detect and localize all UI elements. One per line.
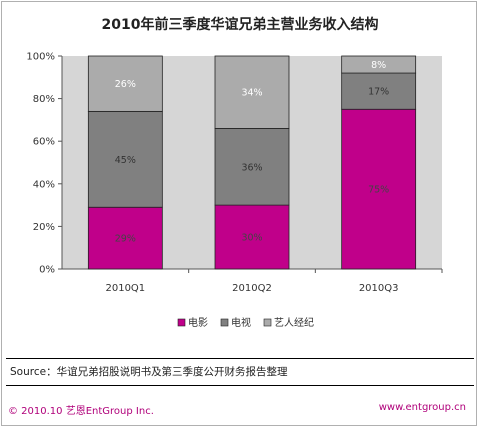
bar-segment xyxy=(214,55,290,129)
y-tick-label: 0% xyxy=(39,265,55,276)
bar-segment xyxy=(341,72,417,110)
data-label: 30% xyxy=(241,233,262,244)
legend-swatch xyxy=(220,318,229,327)
bar-segment xyxy=(214,128,290,206)
x-tick-label: 2010Q2 xyxy=(232,283,272,294)
bar-segment xyxy=(214,204,290,270)
legend-label: 电影 xyxy=(188,316,208,329)
data-label: 45% xyxy=(115,155,136,166)
data-label: 36% xyxy=(241,162,262,173)
y-tick-label: 80% xyxy=(33,94,55,105)
y-tick-label: 60% xyxy=(33,137,55,148)
legend-swatch xyxy=(177,318,186,327)
chart-title: 2010年前三季度华谊兄弟主营业务收入结构 xyxy=(101,17,379,33)
data-label: 8% xyxy=(371,60,386,71)
bar-segment xyxy=(87,55,163,112)
y-tick-label: 40% xyxy=(33,179,55,190)
legend-swatch xyxy=(263,318,272,327)
data-label: 34% xyxy=(241,88,262,99)
y-tick-label: 100% xyxy=(26,52,55,63)
y-tick-label: 20% xyxy=(33,222,55,233)
data-label: 26% xyxy=(115,79,136,90)
x-tick-label: 2010Q3 xyxy=(359,283,399,294)
legend-label: 艺人经纪 xyxy=(274,316,314,329)
copyright-text: © 2010.10 艺恩EntGroup Inc. xyxy=(8,406,154,417)
bar-segment xyxy=(87,206,163,270)
bar-segment xyxy=(341,55,417,74)
source-note: Source：华谊兄弟招股说明书及第三季度公开财务报告整理 xyxy=(6,358,474,386)
data-label: 17% xyxy=(368,87,389,98)
data-label: 29% xyxy=(115,234,136,245)
data-label: 75% xyxy=(368,185,389,196)
website-url: www.entgroup.cn xyxy=(378,402,466,413)
x-tick-label: 2010Q1 xyxy=(105,283,145,294)
legend-label: 电视 xyxy=(231,316,251,329)
